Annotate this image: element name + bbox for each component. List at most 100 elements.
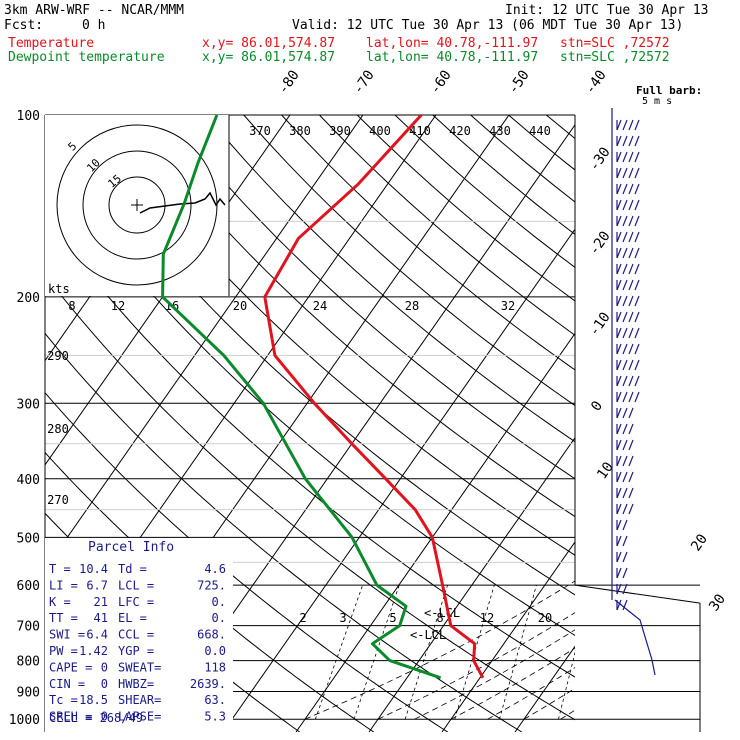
- parcel-value: 10.4: [79, 562, 108, 576]
- barb-flag: [628, 167, 634, 179]
- moist-adiabat: [377, 612, 575, 720]
- dry-adiabat: [432, 115, 575, 235]
- isotherm: [734, 115, 740, 732]
- isotherm-label: -80: [275, 67, 303, 97]
- barb-flag: [622, 567, 628, 579]
- isotherm-label: -30: [586, 144, 614, 174]
- barb-flag: [622, 423, 628, 435]
- pressure-label: 300: [17, 397, 40, 412]
- dry-adiabat: [243, 115, 575, 407]
- barb-flag: [622, 295, 628, 307]
- valid-time: Valid: 12 UTC Tue 30 Apr 13 (06 MDT Tue …: [292, 18, 684, 33]
- pressure-label: 600: [17, 579, 40, 594]
- barb-flag: [616, 343, 622, 355]
- parcel-label: PW =: [49, 644, 78, 658]
- theta-label: 390: [329, 124, 351, 138]
- barb-flag: [628, 391, 634, 403]
- barb-flag: [616, 583, 622, 595]
- mixing-ratio-label: 8: [436, 611, 443, 625]
- barb-flag: [616, 151, 622, 163]
- barb-flag: [616, 231, 622, 243]
- barb-flag: [616, 439, 622, 451]
- barb-flag: [616, 423, 622, 435]
- barb-flag: [634, 167, 640, 179]
- barb-flag: [634, 343, 640, 355]
- parcel-label: CIN =: [49, 677, 85, 691]
- lcl-marker: <-LCL: [410, 628, 446, 642]
- parcel-value: 2639.: [190, 677, 226, 691]
- isotherm: [368, 436, 575, 732]
- dewpoint-legend: Dewpoint temperature: [8, 50, 165, 65]
- barb-flag: [628, 343, 634, 355]
- barb-flag: [616, 359, 622, 371]
- temperature-station: stn=SLC ,72572: [560, 36, 670, 51]
- barb-flag: [616, 295, 622, 307]
- isotherm-label: -70: [350, 67, 378, 97]
- dry-adiabat: [167, 115, 575, 480]
- parcel-label: LCL =: [118, 578, 154, 592]
- parcel-label: YGP =: [118, 644, 154, 658]
- mixing-ratio-label: 2: [299, 611, 306, 625]
- barb-flag: [622, 455, 628, 467]
- barb-flag: [628, 359, 634, 371]
- barb-flag: [622, 391, 628, 403]
- barb-flag: [634, 135, 640, 147]
- moist-adiabat: [487, 667, 575, 720]
- temperature-latlon: lat,lon= 40.78,-111.97: [366, 36, 539, 51]
- parcel-value: 4.6: [204, 562, 226, 576]
- lcl-marker: <-LCL: [424, 606, 460, 620]
- barb-flag: [622, 151, 628, 163]
- barb-flag: [616, 135, 622, 147]
- hodograph-trace: [139, 191, 226, 214]
- dry-adiabat: [54, 115, 575, 596]
- barb-flag: [628, 503, 634, 515]
- parcel-label: LAPSE=: [118, 710, 161, 724]
- barb-flag: [616, 519, 622, 531]
- barb-flag: [622, 471, 628, 483]
- parcel-value: 0.: [212, 595, 226, 609]
- parcel-label: SREH =: [49, 710, 92, 724]
- barb-flag: [628, 295, 634, 307]
- pressure-label: 800: [17, 655, 40, 670]
- hodograph-ring: [56, 124, 218, 286]
- barb-flag: [616, 199, 622, 211]
- barb-flag: [628, 327, 634, 339]
- pressure-label: 900: [17, 686, 40, 701]
- barb-flag: [622, 599, 628, 611]
- barb-flag: [616, 183, 622, 195]
- barb-flag: [622, 407, 628, 419]
- init-time: Init: 12 UTC Tue 30 Apr 13: [505, 3, 709, 18]
- barb-flag: [628, 407, 634, 419]
- dry-adiabat: [281, 115, 575, 371]
- barb-flag: [634, 295, 640, 307]
- parcel-value: 725.: [197, 578, 226, 592]
- forecast-label: Fcst:: [4, 18, 44, 33]
- theta-label: 400: [369, 124, 391, 138]
- barb-flag: [616, 263, 622, 275]
- hodograph-speed-label: 12: [111, 299, 125, 313]
- barb-flag: [622, 375, 628, 387]
- dry-adiabat: [205, 115, 575, 443]
- barb-flag: [622, 231, 628, 243]
- barb-flag: [622, 327, 628, 339]
- moist-adiabat: [597, 297, 740, 719]
- barb-flag: [628, 215, 634, 227]
- barb-flag: [622, 247, 628, 259]
- parcel-label: SWI =: [49, 628, 85, 642]
- mixing-ratio-line: [499, 585, 537, 720]
- barb-flag: [628, 487, 634, 499]
- barb-lower-staff: [614, 599, 656, 676]
- barb-flag: [622, 343, 628, 355]
- barb-flag: [628, 199, 634, 211]
- barb-flag: [616, 407, 622, 419]
- barb-flag: [628, 263, 634, 275]
- barb-flag: [622, 311, 628, 323]
- barb-flag: [616, 599, 622, 611]
- dry-adiabat: [394, 115, 575, 269]
- barb-flag: [634, 263, 640, 275]
- barb-flag: [622, 135, 628, 147]
- temperature-xy: x,y= 86.01,574.87: [202, 36, 336, 51]
- mixing-ratio-line: [558, 651, 575, 720]
- barb-flag: [634, 375, 640, 387]
- moist-adiabat: [414, 629, 575, 720]
